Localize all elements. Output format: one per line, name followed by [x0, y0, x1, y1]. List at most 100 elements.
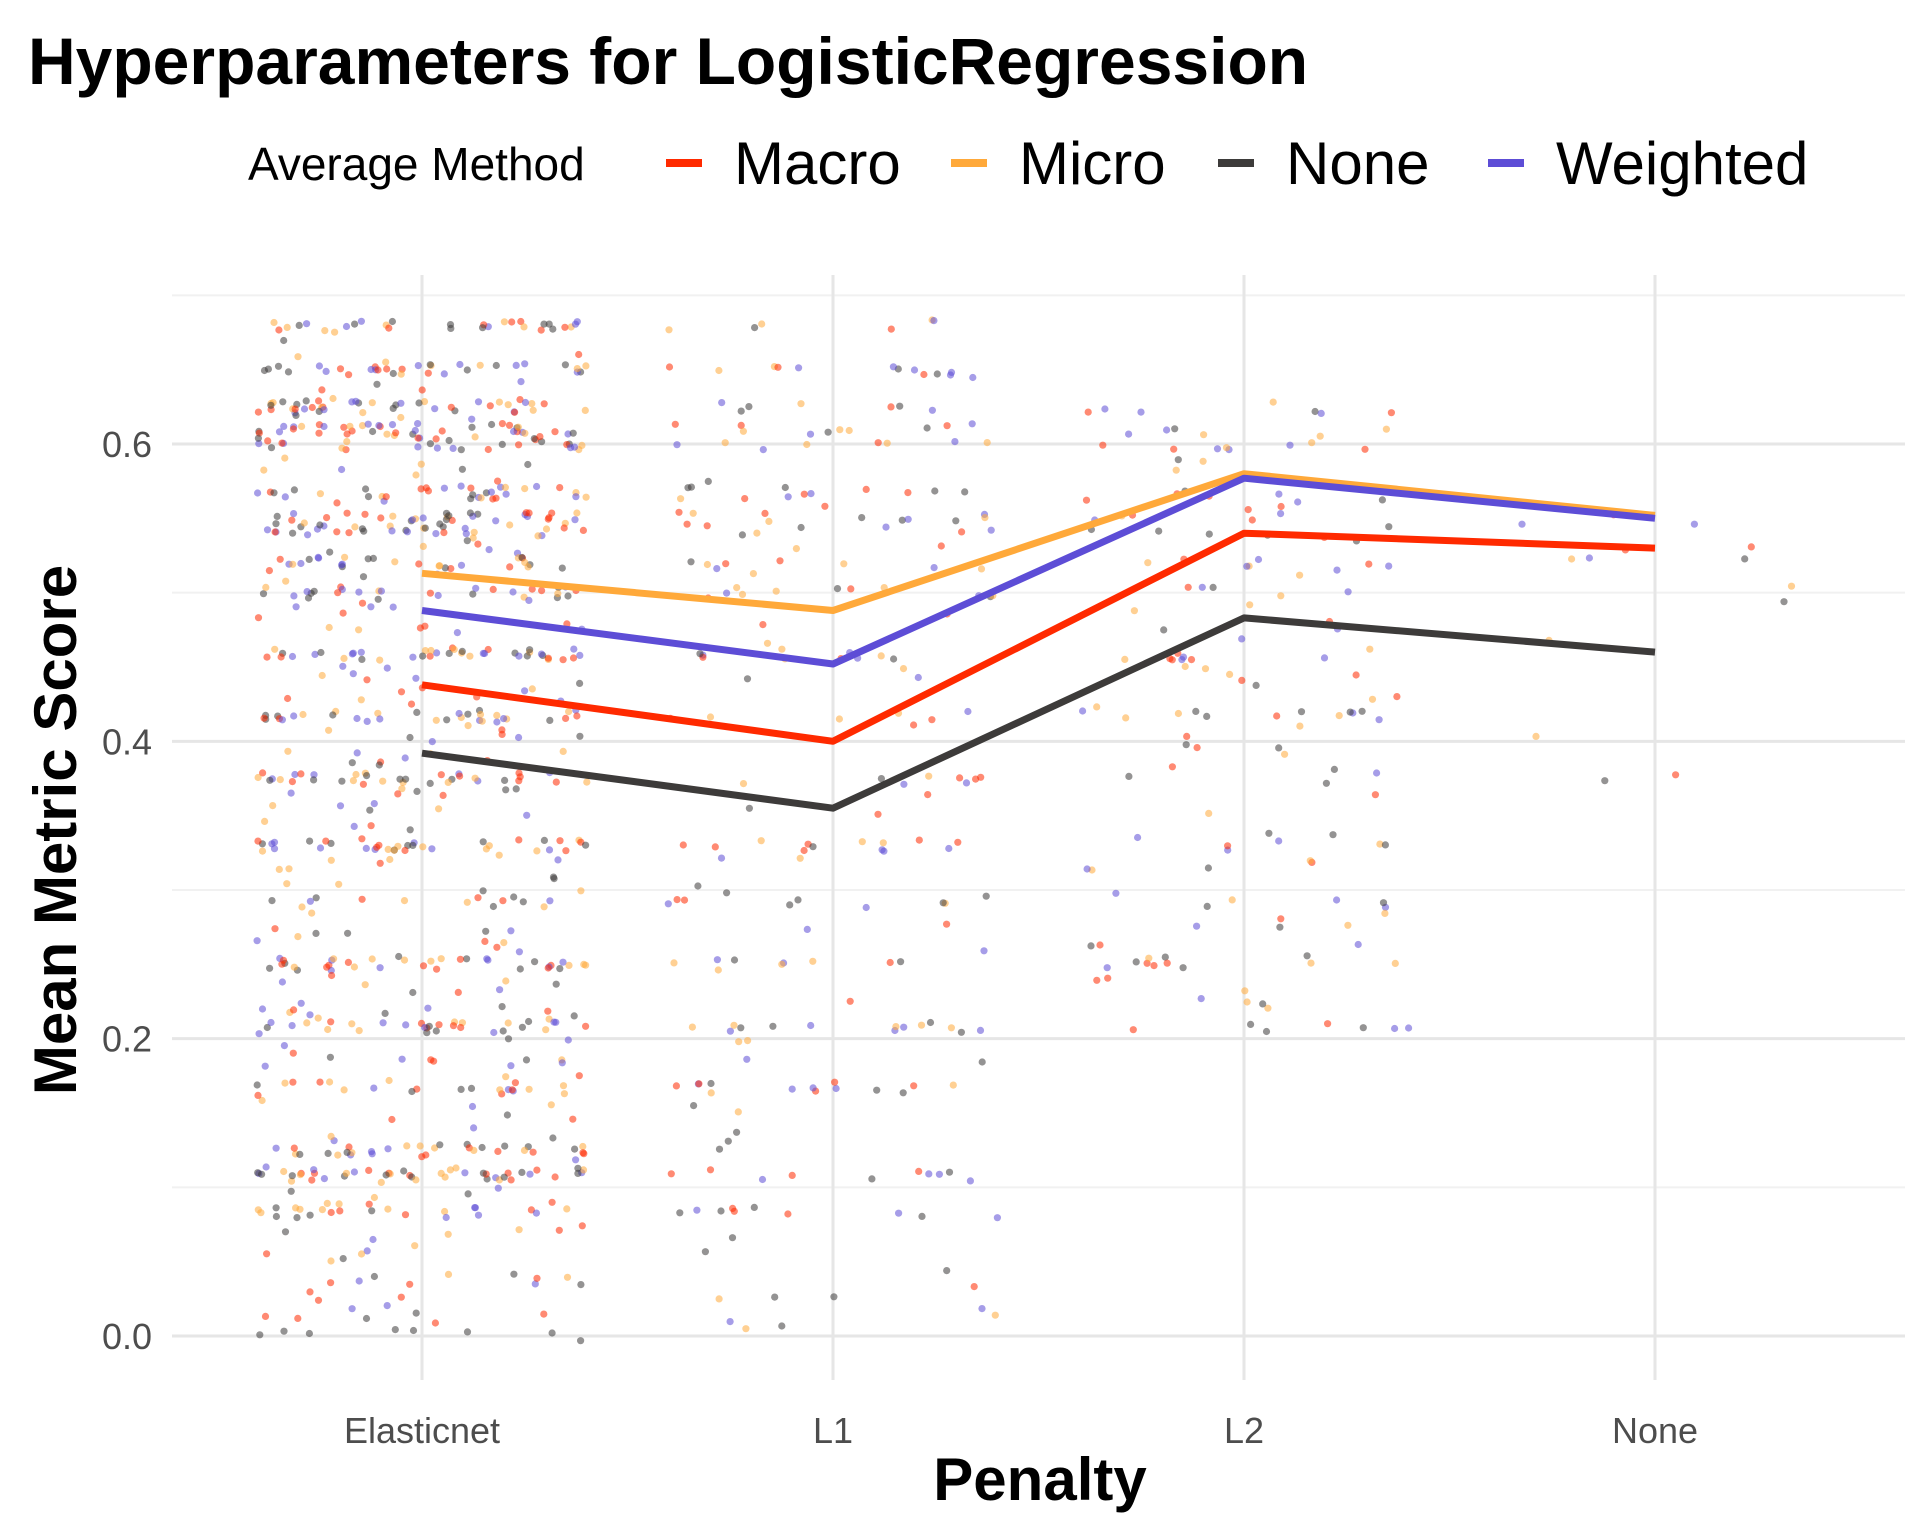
jitter-point [267, 444, 276, 452]
jitter-point [892, 1023, 900, 1031]
jitter-point [915, 836, 923, 844]
jitter-point [847, 585, 855, 593]
y-tick-label: 0.4 [102, 721, 152, 762]
jitter-point [882, 523, 890, 531]
jitter-point [931, 487, 939, 495]
jitter-point [260, 714, 268, 722]
jitter-point [402, 775, 410, 783]
jitter-point [493, 943, 501, 951]
jitter-point [290, 1006, 298, 1014]
jitter-point [375, 421, 383, 430]
jitter-point [290, 592, 298, 600]
jitter-point [1381, 841, 1389, 849]
jitter-point [551, 1173, 559, 1181]
jitter-point [359, 573, 368, 581]
jitter-point [388, 317, 396, 326]
jitter-point [412, 471, 420, 479]
jitter-point [523, 652, 531, 660]
jitter-point [717, 1207, 725, 1215]
jitter-point [411, 426, 419, 435]
jitter-point [969, 373, 977, 382]
jitter-point [374, 709, 382, 717]
jitter-point [1252, 681, 1260, 690]
jitter-point [365, 1166, 373, 1174]
jitter-point [1264, 1004, 1272, 1012]
jitter-point [427, 646, 435, 655]
jitter-point [542, 1026, 550, 1034]
jitter-point [505, 421, 514, 429]
jitter-point [730, 1021, 738, 1029]
legend-title: Average Method [248, 138, 585, 190]
jitter-point [302, 397, 310, 405]
jitter-point [310, 776, 318, 784]
jitter-point [379, 777, 387, 785]
jitter-point [792, 545, 801, 553]
jitter-point [1344, 588, 1352, 596]
jitter-point [263, 1023, 271, 1032]
jitter-point [345, 371, 353, 379]
jitter-point [334, 1151, 342, 1159]
jitter-point [412, 674, 420, 682]
jitter-point [306, 897, 314, 905]
jitter-point [261, 1312, 270, 1320]
jitter-point [439, 791, 447, 800]
jitter-point [492, 517, 500, 525]
jitter-point [565, 961, 573, 970]
jitter-point [1247, 1020, 1255, 1028]
jitter-point [582, 1022, 590, 1030]
jitter-point [373, 380, 381, 388]
jitter-point [544, 964, 552, 972]
jitter-point [565, 708, 573, 716]
jitter-point [280, 422, 288, 430]
jitter-point [290, 1144, 298, 1152]
jitter-point [1096, 941, 1104, 949]
jitter-point [471, 1204, 479, 1212]
jitter-point [359, 409, 367, 417]
jitter-point [563, 1205, 571, 1213]
jitter-point [419, 962, 428, 970]
jitter-point [726, 1318, 734, 1326]
jitter-point [254, 837, 262, 845]
jitter-point [868, 1175, 876, 1183]
jitter-point [1144, 559, 1152, 567]
jitter-point [544, 515, 552, 523]
jitter-point [510, 408, 519, 416]
jitter-point [1262, 1027, 1271, 1036]
jitter-point [1238, 676, 1246, 685]
jitter-point [444, 1230, 452, 1238]
jitter-point [297, 559, 305, 568]
jitter-point [549, 1134, 557, 1142]
jitter-point [952, 517, 960, 525]
jitter-point [679, 841, 687, 849]
jitter-point [1276, 923, 1284, 931]
jitter-point [504, 1019, 512, 1027]
jitter-point [1187, 656, 1196, 664]
jitter-point [446, 321, 455, 329]
jitter-point [338, 465, 346, 474]
jitter-point [739, 427, 748, 435]
jitter-point [290, 509, 298, 518]
jitter-point [741, 495, 749, 503]
jitter-point [317, 648, 325, 657]
jitter-point [579, 526, 588, 535]
jitter-point [377, 514, 385, 522]
jitter-point [338, 561, 346, 569]
jitter-point [419, 652, 427, 660]
jitter-point [280, 1327, 288, 1335]
jitter-point [788, 1171, 796, 1179]
jitter-point [489, 902, 497, 911]
jitter-point [358, 599, 367, 607]
jitter-point [676, 1209, 684, 1217]
jitter-point [470, 1146, 478, 1154]
jitter-point [1378, 496, 1386, 504]
jitter-point [694, 882, 702, 890]
jitter-point [809, 957, 817, 965]
jitter-point [830, 1293, 838, 1301]
jitter-point [1228, 896, 1236, 904]
jitter-point [582, 493, 590, 501]
jitter-point [270, 838, 279, 846]
jitter-point [474, 894, 482, 902]
jitter-point [910, 1082, 918, 1090]
jitter-point [949, 1081, 957, 1089]
jitter-point [966, 1177, 975, 1185]
